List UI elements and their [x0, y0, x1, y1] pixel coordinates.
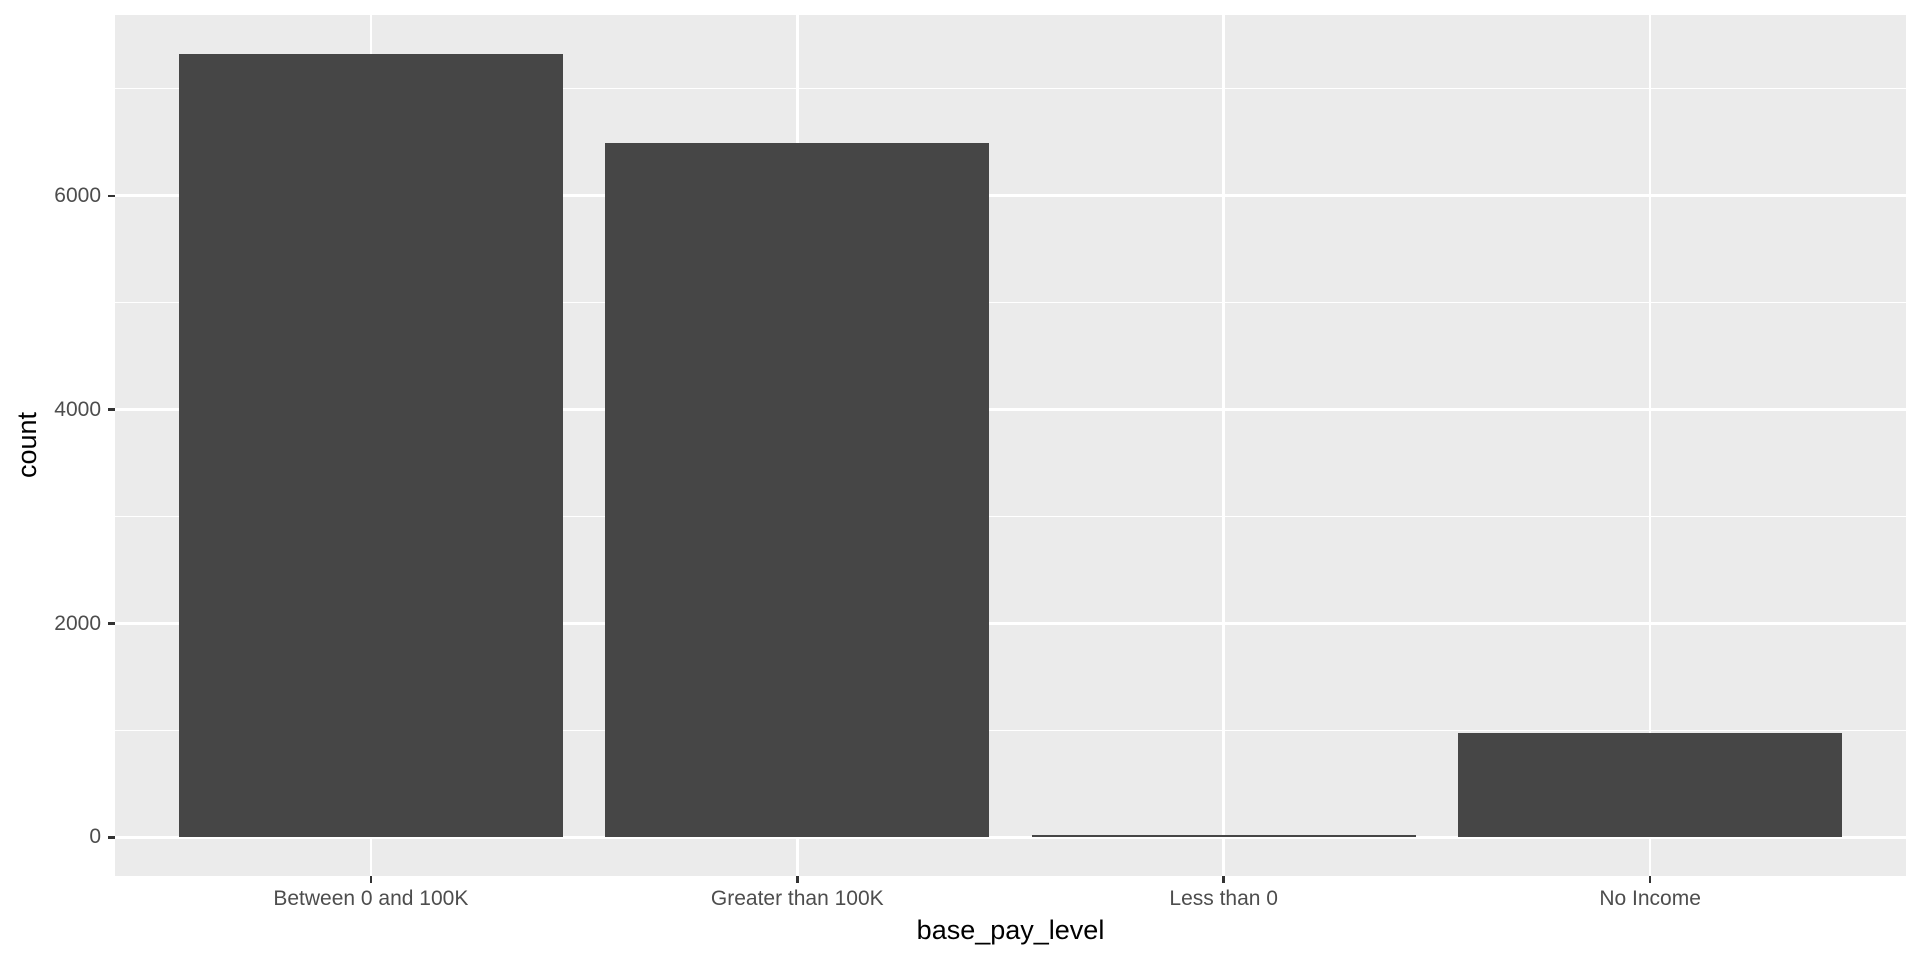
- gridline-x-no-income: [1648, 15, 1652, 876]
- gridline-minor-y-7000: [115, 88, 1906, 90]
- x-tick-label-between-0-and-100k: Between 0 and 100K: [273, 887, 469, 910]
- gridline-major-y-2000: [115, 622, 1906, 625]
- x-tick-no-income: [1648, 876, 1652, 883]
- y-tick-label-0: 0: [89, 825, 101, 849]
- y-tick-4000: [108, 408, 115, 411]
- x-axis-title: base_pay_level: [916, 915, 1105, 945]
- gridline-x-less-than-0: [1222, 15, 1225, 876]
- x-tick-label-greater-than-100k: Greater than 100K: [710, 887, 884, 910]
- x-tick-label-less-than-0: Less than 0: [1169, 887, 1278, 910]
- y-tick-label-2000: 2000: [54, 611, 101, 635]
- plot-panel: [115, 15, 1906, 876]
- y-tick-label-6000: 6000: [54, 183, 101, 207]
- bar-no-income: [1458, 732, 1843, 838]
- y-tick-6000: [108, 194, 115, 197]
- gridline-major-y-0: [115, 836, 1906, 839]
- bar-between-0-and-100k: [178, 53, 563, 838]
- x-tick-between-0-and-100k: [369, 876, 373, 883]
- y-tick-label-4000: 4000: [54, 397, 101, 421]
- gridline-major-y-6000: [115, 194, 1906, 198]
- x-tick-less-than-0: [1222, 876, 1225, 883]
- gridline-minor-y-5000: [115, 302, 1906, 304]
- gridline-minor-y-3000: [115, 515, 1906, 518]
- bar-greater-than-100k: [605, 143, 990, 838]
- bar-less-than-0: [1031, 834, 1416, 838]
- y-tick-2000: [108, 622, 115, 625]
- y-axis-title: count: [12, 411, 42, 479]
- gridline-minor-y-1000: [115, 729, 1906, 732]
- gridline-major-y-4000: [115, 408, 1906, 411]
- x-tick-label-no-income: No Income: [1599, 887, 1701, 910]
- y-tick-0: [108, 836, 115, 839]
- x-tick-greater-than-100k: [796, 876, 799, 883]
